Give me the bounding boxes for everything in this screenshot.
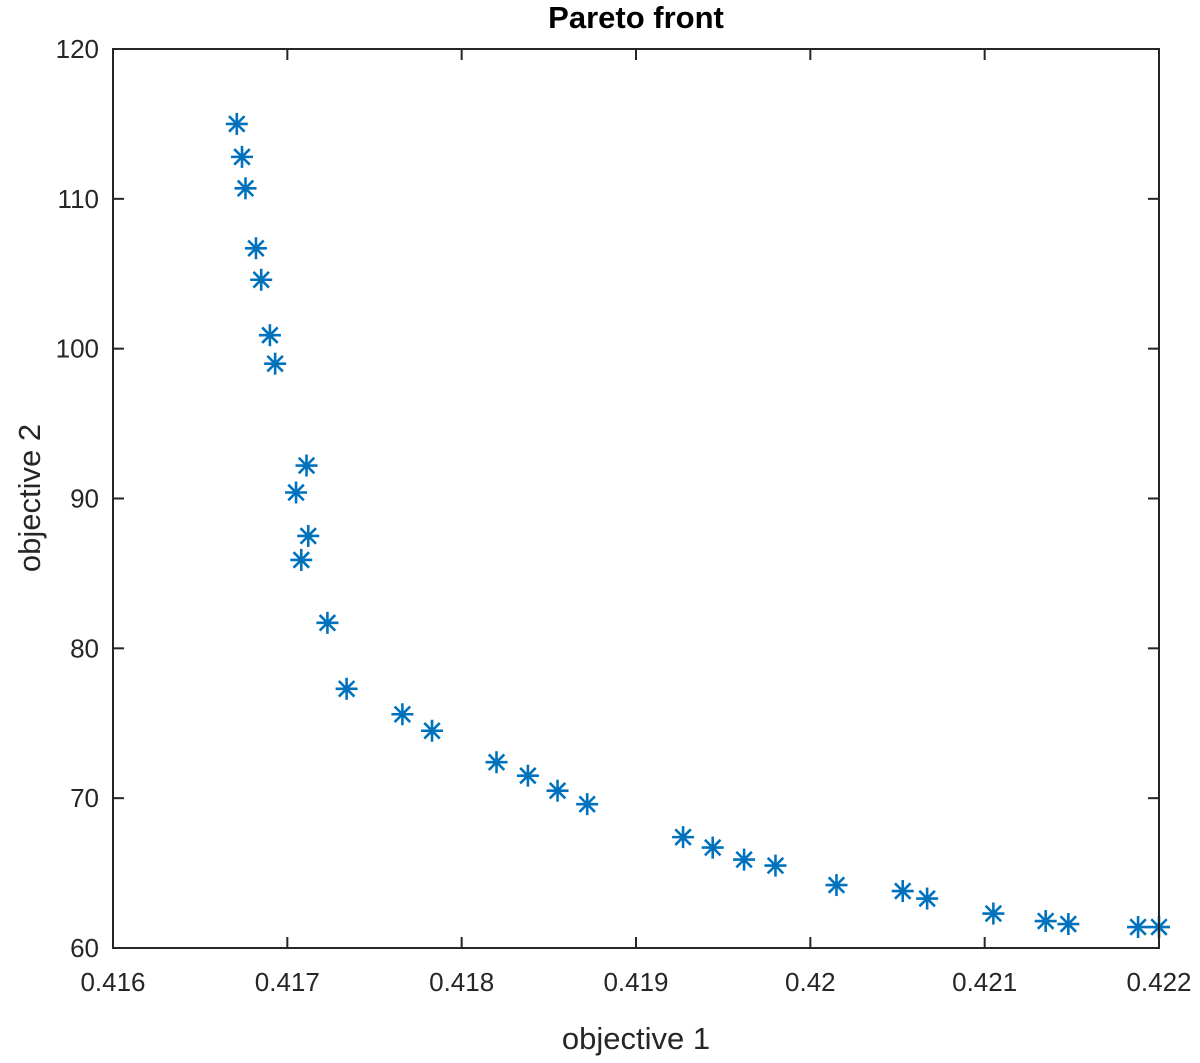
data-point bbox=[244, 237, 267, 260]
y-tick-label: 100 bbox=[56, 334, 99, 364]
data-point bbox=[701, 836, 724, 859]
data-point bbox=[264, 352, 287, 375]
data-point bbox=[231, 145, 254, 168]
x-tick-label: 0.421 bbox=[952, 967, 1017, 997]
data-point bbox=[391, 703, 414, 726]
data-point bbox=[1034, 910, 1057, 933]
x-axis-label: objective 1 bbox=[562, 1021, 710, 1056]
data-point bbox=[1127, 916, 1150, 939]
data-point bbox=[290, 548, 313, 571]
data-point bbox=[672, 826, 695, 849]
data-point bbox=[335, 677, 358, 700]
y-tick-label: 70 bbox=[70, 783, 99, 813]
axis-ticks: 0.416 0.417 0.418 0.419 0.42 0.421 0.422 60 70 80… bbox=[56, 34, 1192, 997]
data-point bbox=[916, 887, 939, 910]
data-point bbox=[234, 177, 257, 200]
data-point bbox=[250, 268, 273, 291]
data-points bbox=[225, 112, 1170, 939]
x-tick-label: 0.417 bbox=[255, 967, 320, 997]
data-point bbox=[485, 751, 508, 774]
data-point bbox=[546, 779, 569, 802]
data-point bbox=[316, 611, 339, 634]
data-point bbox=[295, 454, 318, 477]
data-point bbox=[297, 524, 320, 547]
data-point bbox=[285, 481, 308, 504]
data-point bbox=[421, 719, 444, 742]
data-point bbox=[576, 793, 599, 816]
data-point bbox=[258, 324, 281, 347]
data-point bbox=[733, 848, 756, 871]
x-tick-label: 0.416 bbox=[80, 967, 145, 997]
data-point bbox=[982, 902, 1005, 925]
y-tick-label: 110 bbox=[58, 184, 99, 214]
data-point bbox=[891, 880, 914, 903]
y-tick-label: 60 bbox=[70, 933, 99, 963]
x-tick-label: 0.419 bbox=[603, 967, 668, 997]
y-tick-label: 120 bbox=[56, 34, 99, 64]
data-point bbox=[225, 112, 248, 135]
chart-title: Pareto front bbox=[548, 0, 724, 35]
y-tick-label: 90 bbox=[70, 484, 99, 514]
y-axis-label: objective 2 bbox=[12, 424, 47, 572]
data-point bbox=[825, 874, 848, 897]
plot-frame bbox=[112, 48, 1160, 949]
data-point bbox=[764, 854, 787, 877]
y-tick-label: 80 bbox=[70, 633, 99, 663]
data-point bbox=[516, 764, 539, 787]
x-tick-label: 0.422 bbox=[1126, 967, 1191, 997]
data-point bbox=[1057, 913, 1080, 936]
x-tick-label: 0.418 bbox=[429, 967, 494, 997]
x-tick-label: 0.42 bbox=[785, 967, 836, 997]
